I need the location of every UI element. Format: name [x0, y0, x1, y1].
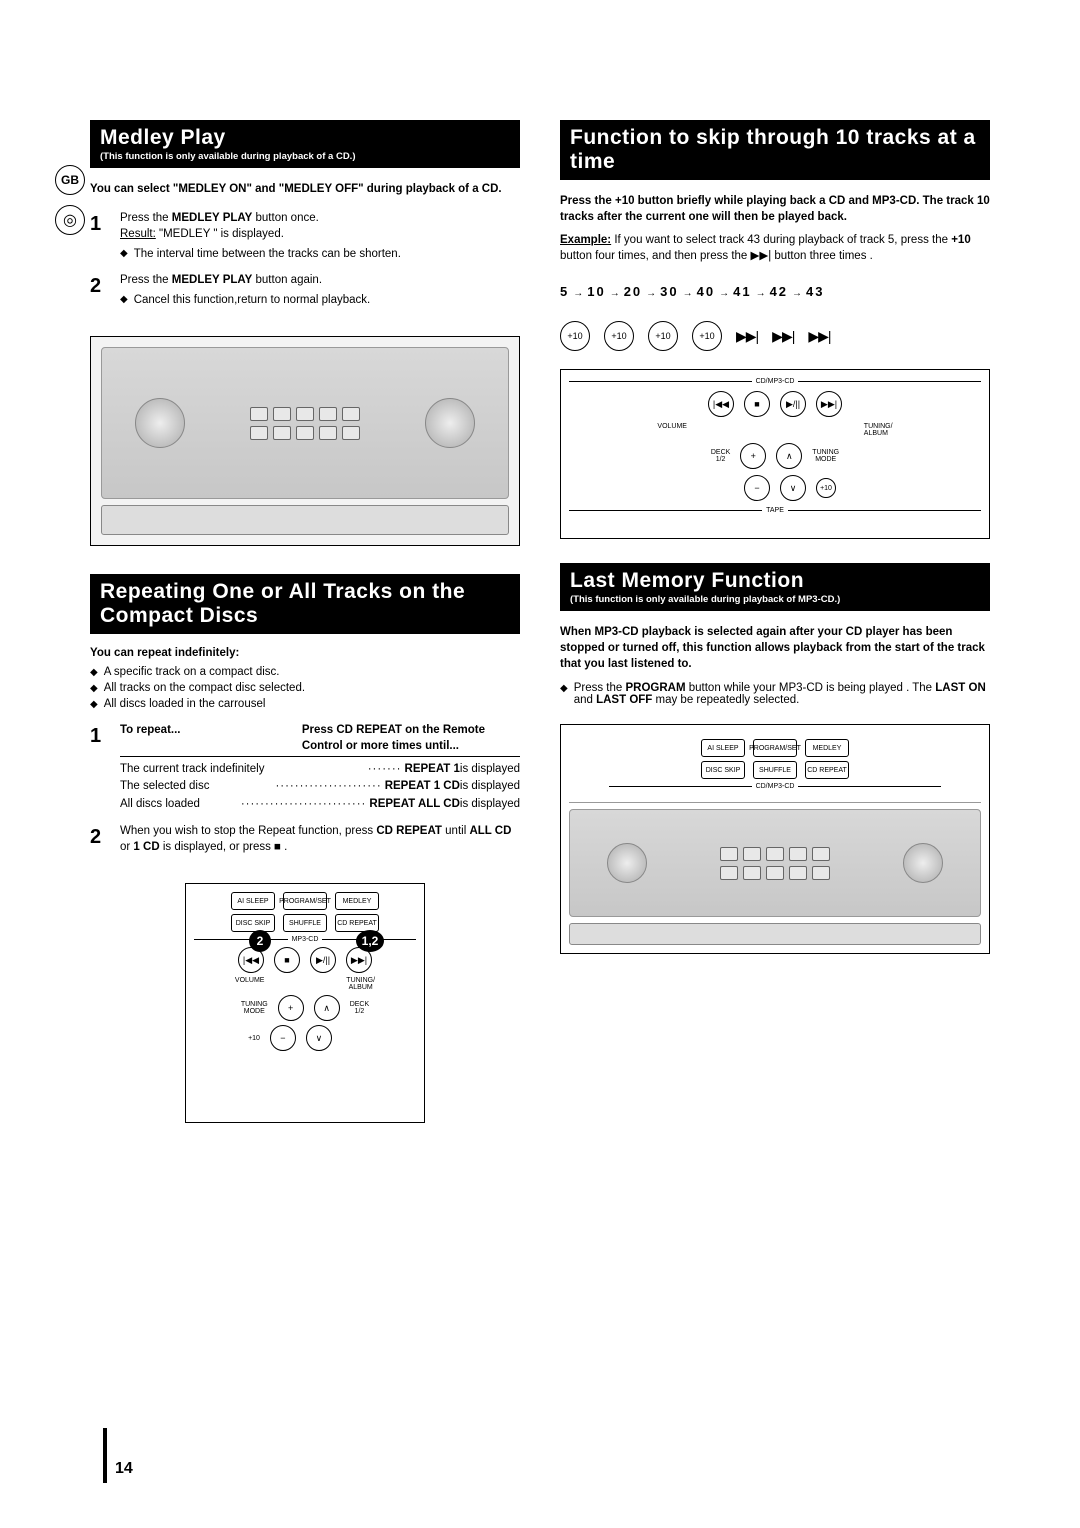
stereo-panel	[101, 347, 509, 499]
up-icon: ∧	[314, 995, 340, 1021]
stop-icon: ■	[274, 947, 300, 973]
remote-diagram-1: AI SLEEP PROGRAM/SET MEDLEY DISC SKIP SH…	[185, 883, 425, 1123]
mini-btn	[250, 407, 268, 421]
knob-left	[135, 398, 185, 448]
repeat-table: The current track indefinitely·······REP…	[120, 761, 520, 813]
skip-example: Example: If you want to select track 43 …	[560, 233, 990, 264]
repeat-steps: 1 To repeat... Press CD REPEAT on the Re…	[90, 722, 520, 865]
page-num-bar	[103, 1428, 107, 1483]
knob-right	[425, 398, 475, 448]
disc-icon: ◎	[55, 205, 85, 235]
section-lastmem-header: Last Memory Function (This function is o…	[560, 563, 990, 611]
repeat-step-1: 1 To repeat... Press CD REPEAT on the Re…	[90, 722, 520, 813]
down-icon: ∨	[306, 1025, 332, 1051]
stereo-buttons	[240, 407, 370, 440]
repeat-title: Repeating One or All Tracks on the Compa…	[100, 580, 510, 628]
section-medley-header: Medley Play (This function is only avail…	[90, 120, 520, 168]
callout-12: 1,2	[356, 930, 384, 952]
skip-title: Function to skip through 10 tracks at a …	[570, 126, 980, 174]
remote-btn: AI SLEEP	[231, 892, 275, 910]
page: Medley Play (This function is only avail…	[0, 0, 1080, 1163]
section-repeat-header: Repeating One or All Tracks on the Compa…	[90, 574, 520, 634]
lastmem-p1: When MP3-CD playback is selected again a…	[560, 625, 990, 672]
tape-slot	[101, 505, 509, 535]
play-pause-icon: ▶/||	[310, 947, 336, 973]
step-body: Press the MEDLEY PLAY button once. Resul…	[120, 210, 520, 262]
left-column: Medley Play (This function is only avail…	[90, 120, 520, 1123]
play-pause-icon: ▶/||	[780, 391, 806, 417]
next-icon: ▶▶|	[816, 391, 842, 417]
remote-diagram-skip: CD/MP3-CD |◀◀ ■ ▶/|| ▶▶| VOLUME TUNING/ …	[560, 369, 990, 539]
margin-icons: GB ◎	[55, 165, 85, 235]
plus10-row: +10 +10 +10 +10 ▶▶| ▶▶| ▶▶|	[560, 321, 990, 351]
plus10-btn: +10	[560, 321, 590, 351]
medley-intro: You can select "MEDLEY ON" and "MEDLEY O…	[90, 182, 520, 198]
diamond-icon: ◆	[120, 247, 128, 262]
gb-badge: GB	[55, 165, 85, 195]
track-sequence: 5→10→20→30→40→41→42→43	[560, 284, 990, 299]
repeat-intro: You can repeat indefinitely:	[90, 646, 520, 662]
plus-icon: +	[278, 995, 304, 1021]
medley-title: Medley Play	[100, 126, 510, 150]
lastmem-title: Last Memory Function	[570, 569, 980, 593]
medley-sub: (This function is only available during …	[100, 151, 510, 162]
next-icon: ▶▶|	[736, 328, 758, 345]
right-column: Function to skip through 10 tracks at a …	[560, 120, 990, 1123]
lastmem-diagram: AI SLEEP PROGRAM/SET MEDLEY DISC SKIP SH…	[560, 724, 990, 954]
stop-icon: ■	[744, 391, 770, 417]
repeat-step-2: 2 When you wish to stop the Repeat funct…	[90, 823, 520, 855]
skip-p1: Press the +10 button briefly while playi…	[560, 194, 990, 225]
medley-steps: 1 Press the MEDLEY PLAY button once. Res…	[90, 210, 520, 318]
stereo-diagram-1	[90, 336, 520, 546]
medley-step-1: 1 Press the MEDLEY PLAY button once. Res…	[90, 210, 520, 262]
callout-2: 2	[249, 930, 271, 952]
medley-step-2: 2 Press the MEDLEY PLAY button again. ◆C…	[90, 272, 520, 308]
step-num: 1	[90, 210, 108, 262]
page-number: 14	[115, 1460, 133, 1478]
prev-icon: |◀◀	[708, 391, 734, 417]
minus-icon: −	[270, 1025, 296, 1051]
stereo-panel-2	[569, 809, 981, 917]
section-skip-header: Function to skip through 10 tracks at a …	[560, 120, 990, 180]
